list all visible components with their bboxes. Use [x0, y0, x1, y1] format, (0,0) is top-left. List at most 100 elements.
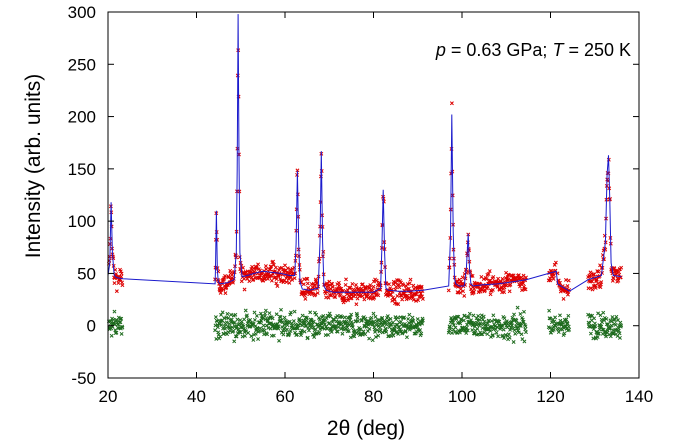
axis-ticks — [107, 11, 640, 379]
difference-point — [114, 330, 119, 335]
difference-point — [348, 315, 353, 320]
difference-point — [488, 329, 493, 333]
difference-point — [377, 325, 382, 330]
difference-point — [244, 313, 249, 318]
observed-point — [552, 262, 557, 267]
difference-point — [507, 335, 512, 340]
observed-point — [561, 296, 566, 301]
difference-point — [225, 311, 230, 316]
observed-point — [223, 273, 227, 278]
difference-point — [474, 322, 479, 327]
difference-point — [558, 313, 562, 318]
difference-point — [478, 321, 483, 326]
observed-point — [387, 282, 391, 287]
difference-point — [262, 328, 267, 333]
observed-point — [285, 266, 290, 271]
difference-point — [279, 307, 283, 312]
difference-point — [465, 322, 469, 327]
observed-point — [241, 265, 245, 270]
difference-point — [373, 314, 378, 319]
observed-point — [372, 295, 377, 300]
difference-point — [118, 320, 123, 325]
observed-point — [599, 280, 604, 285]
difference-point — [248, 317, 253, 322]
observed-point — [301, 282, 306, 287]
difference-point — [300, 323, 305, 328]
observed-point — [476, 285, 481, 290]
difference-point — [229, 317, 234, 322]
difference-point — [291, 319, 296, 324]
difference-point — [472, 331, 477, 336]
x-tick-label: 60 — [276, 387, 295, 406]
difference-point — [410, 318, 415, 323]
difference-point — [494, 330, 499, 335]
difference-point — [300, 313, 305, 318]
difference-point — [482, 330, 487, 335]
observed-point — [419, 284, 424, 289]
difference-point — [566, 313, 571, 318]
calculated-line — [107, 14, 622, 293]
observed-point — [520, 288, 524, 293]
difference-point — [489, 319, 494, 323]
difference-point — [380, 315, 385, 320]
difference-point — [400, 330, 405, 335]
observed-point — [273, 265, 278, 270]
difference-point — [548, 316, 553, 321]
difference-point — [464, 331, 469, 335]
difference-point — [502, 316, 507, 321]
y-axis-label: Intensity (arb. units) — [22, 74, 45, 258]
observed-point — [369, 292, 374, 297]
difference-point — [411, 318, 416, 323]
difference-point — [270, 316, 275, 321]
difference-point — [274, 312, 279, 317]
y-tick-label: 50 — [77, 264, 96, 283]
y-tick-labels: -50 0 50 100 150 200 250 300 — [68, 3, 96, 388]
observed-point — [284, 276, 289, 281]
difference-point — [523, 327, 528, 332]
difference-point — [391, 320, 395, 325]
difference-point — [311, 319, 316, 324]
observed-point — [458, 290, 463, 295]
difference-point — [376, 333, 381, 338]
difference-point — [370, 338, 375, 343]
y-tick-label: 300 — [68, 3, 96, 22]
difference-point — [263, 308, 268, 313]
observed-point — [462, 293, 467, 298]
observed-point — [592, 272, 597, 277]
difference-point — [326, 332, 331, 337]
observed-point — [484, 277, 489, 282]
observed-point — [498, 279, 503, 284]
difference-point — [410, 315, 415, 320]
difference-point — [348, 335, 353, 340]
x-tick-labels: 20 40 60 80 100 120 140 — [99, 387, 654, 406]
difference-point — [419, 331, 424, 336]
difference-point — [253, 331, 258, 336]
pressure-temperature-annotation: p = 0.63 GPa; T = 250 K — [435, 40, 631, 60]
difference-point — [281, 332, 286, 337]
difference-point — [373, 335, 378, 339]
difference-point — [496, 334, 501, 339]
observed-point — [471, 289, 476, 294]
observed-point — [487, 269, 492, 273]
observed-point — [226, 274, 231, 279]
difference-point — [119, 331, 124, 336]
observed-point — [411, 297, 416, 302]
difference-point — [276, 324, 281, 329]
difference-point — [375, 328, 380, 333]
observed-point — [614, 269, 619, 273]
difference-point — [322, 322, 327, 327]
difference-point — [109, 333, 114, 338]
observed-point — [416, 298, 421, 303]
difference-point — [404, 335, 409, 340]
difference-point — [313, 331, 318, 336]
difference-point — [618, 335, 622, 340]
observed-point — [596, 281, 601, 286]
observed-point — [511, 273, 516, 278]
difference-point — [263, 311, 268, 316]
difference-point — [511, 340, 516, 344]
difference-point — [336, 325, 341, 330]
observed-point — [303, 296, 308, 301]
observed-point — [611, 276, 616, 280]
difference-point — [335, 313, 340, 318]
difference-point — [356, 319, 360, 324]
